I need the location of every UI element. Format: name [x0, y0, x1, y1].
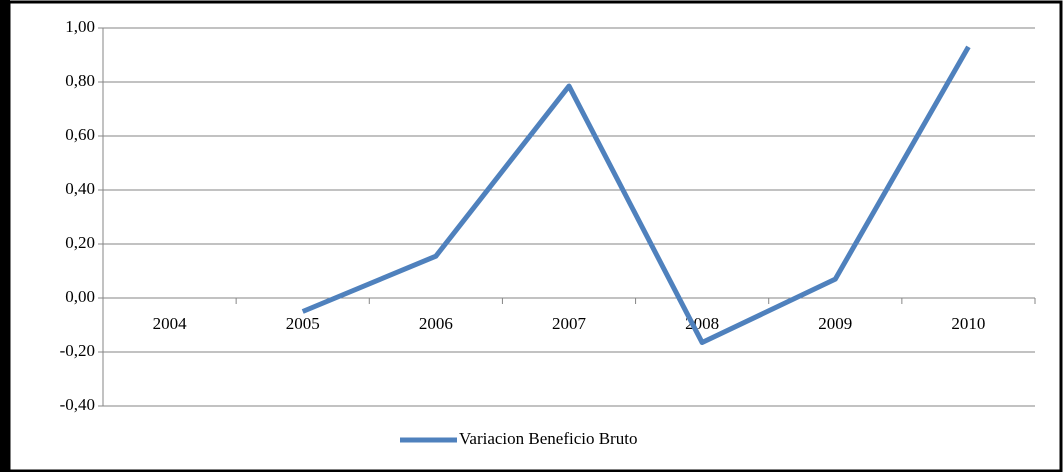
left-edge — [0, 0, 10, 472]
x-tick-label: 2010 — [951, 314, 985, 333]
x-tick-label: 2007 — [552, 314, 587, 333]
y-tick-label: 0,20 — [65, 233, 95, 252]
y-tick-label: -0,40 — [60, 395, 95, 414]
y-tick-label: 0,40 — [65, 179, 95, 198]
legend-label: Variacion Beneficio Bruto — [459, 429, 637, 448]
y-tick-label: 1,00 — [65, 17, 95, 36]
y-tick-label: 0,60 — [65, 125, 95, 144]
line-series — [301, 45, 971, 346]
x-tick-label: 2006 — [419, 314, 453, 333]
x-tick-label: 2009 — [818, 314, 852, 333]
y-tick-label: 0,00 — [65, 287, 95, 306]
y-tick-label: 0,80 — [65, 71, 95, 90]
chart-border — [7, 0, 1063, 472]
x-tick-label: 2005 — [286, 314, 320, 333]
x-tick-label: 2004 — [153, 314, 188, 333]
y-tick-label: -0,20 — [60, 341, 95, 360]
